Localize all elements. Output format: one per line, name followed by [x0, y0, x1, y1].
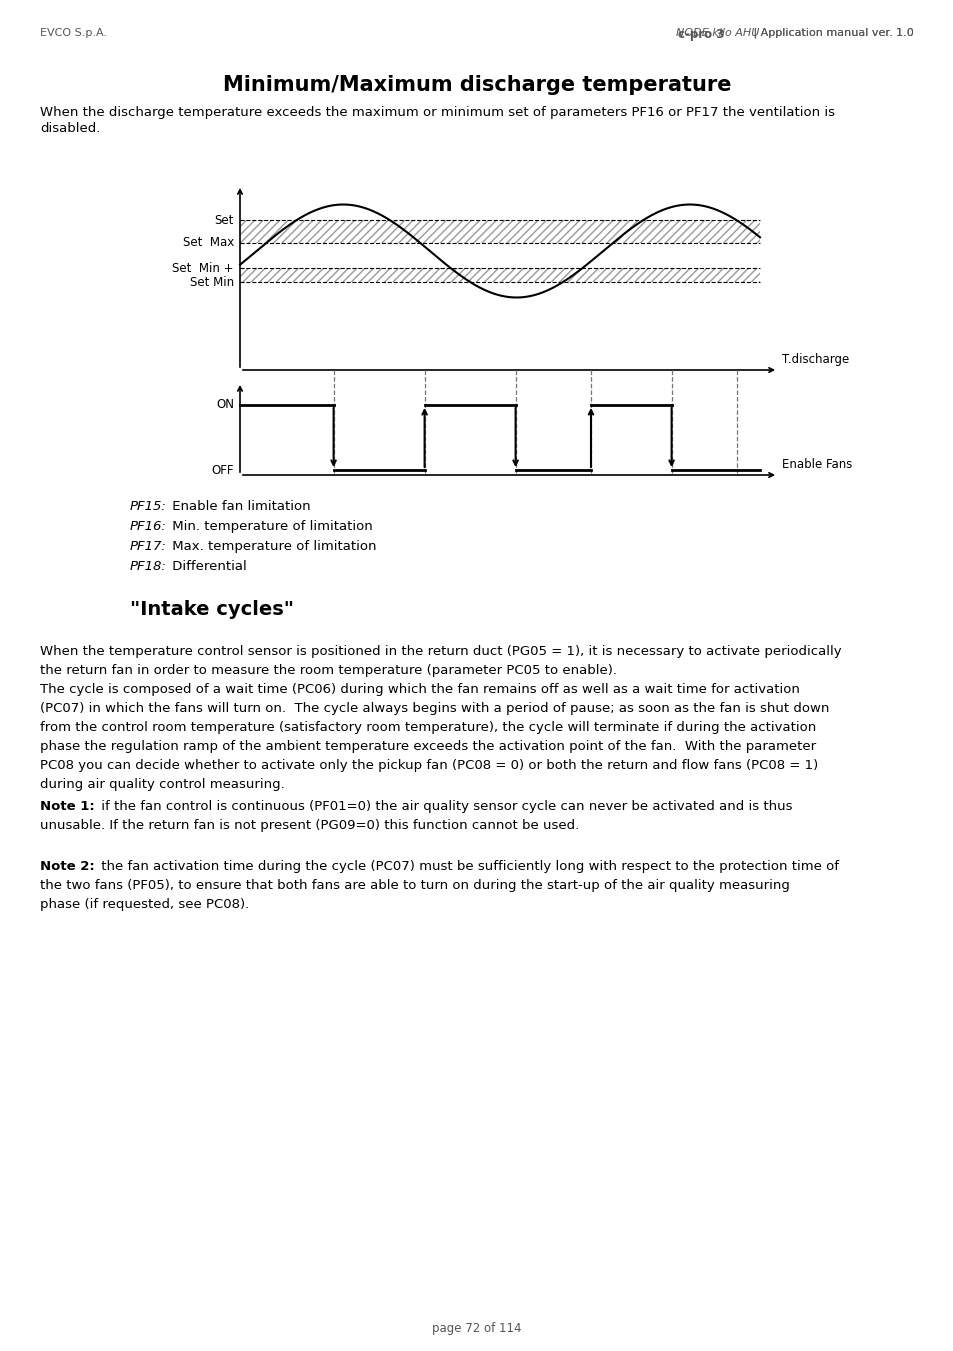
- Text: disabled.: disabled.: [40, 122, 100, 135]
- Text: OFF: OFF: [212, 463, 233, 477]
- Text: phase the regulation ramp of the ambient temperature exceeds the activation poin: phase the regulation ramp of the ambient…: [40, 740, 815, 753]
- Text: Set  Min +: Set Min +: [172, 262, 233, 274]
- Text: "Intake cycles": "Intake cycles": [130, 600, 294, 619]
- Text: Min. temperature of limitation: Min. temperature of limitation: [168, 520, 373, 534]
- Text: When the discharge temperature exceeds the maximum or minimum set of parameters : When the discharge temperature exceeds t…: [40, 105, 834, 119]
- Text: the two fans (PF05), to ensure that both fans are able to turn on during the sta: the two fans (PF05), to ensure that both…: [40, 880, 789, 892]
- Text: EVCO S.p.A.: EVCO S.p.A.: [40, 28, 107, 38]
- Text: Set: Set: [214, 213, 233, 227]
- Text: | Application manual ver. 1.0: | Application manual ver. 1.0: [749, 28, 913, 38]
- Text: Set  Max: Set Max: [183, 236, 233, 250]
- Text: PF16:: PF16:: [130, 520, 167, 534]
- Text: PC08 you can decide whether to activate only the pickup fan (PC08 = 0) or both t: PC08 you can decide whether to activate …: [40, 759, 818, 771]
- Text: | Application manual ver. 1.0: | Application manual ver. 1.0: [749, 28, 913, 38]
- Text: (PC07) in which the fans will turn on.  The cycle always begins with a period of: (PC07) in which the fans will turn on. T…: [40, 703, 828, 715]
- Text: unusable. If the return fan is not present (PG09=0) this function cannot be used: unusable. If the return fan is not prese…: [40, 819, 578, 832]
- Text: phase (if requested, see PC08).: phase (if requested, see PC08).: [40, 898, 249, 911]
- Text: T.discharge: T.discharge: [781, 354, 848, 366]
- Text: if the fan control is continuous (PF01=0) the air quality sensor cycle can never: if the fan control is continuous (PF01=0…: [97, 800, 792, 813]
- Text: Enable fan limitation: Enable fan limitation: [168, 500, 311, 513]
- Text: NODE kilo AHU: NODE kilo AHU: [675, 28, 759, 38]
- Text: during air quality control measuring.: during air quality control measuring.: [40, 778, 284, 790]
- Text: The cycle is composed of a wait time (PC06) during which the fan remains off as : The cycle is composed of a wait time (PC…: [40, 684, 799, 696]
- Text: Differential: Differential: [168, 561, 247, 573]
- Text: c-pro 3: c-pro 3: [677, 28, 723, 41]
- Text: When the temperature control sensor is positioned in the return duct (PG05 = 1),: When the temperature control sensor is p…: [40, 644, 841, 658]
- Text: page 72 of 114: page 72 of 114: [432, 1323, 521, 1335]
- Bar: [240, 220, 760, 243]
- Text: Note 2:: Note 2:: [40, 861, 94, 873]
- Text: Note 1:: Note 1:: [40, 800, 94, 813]
- Text: Set Min: Set Min: [190, 276, 233, 289]
- Text: PF17:: PF17:: [130, 540, 167, 553]
- Text: from the control room temperature (satisfactory room temperature), the cycle wil: from the control room temperature (satis…: [40, 721, 816, 734]
- Text: the fan activation time during the cycle (PC07) must be sufficiently long with r: the fan activation time during the cycle…: [97, 861, 838, 873]
- Text: Max. temperature of limitation: Max. temperature of limitation: [168, 540, 376, 553]
- Text: Minimum/Maximum discharge temperature: Minimum/Maximum discharge temperature: [222, 76, 731, 95]
- Text: PF15:: PF15:: [130, 500, 167, 513]
- Text: the return fan in order to measure the room temperature (parameter PC05 to enabl: the return fan in order to measure the r…: [40, 663, 617, 677]
- Bar: [240, 267, 760, 282]
- Text: ON: ON: [215, 399, 233, 412]
- Text: Enable Fans: Enable Fans: [781, 458, 851, 471]
- Text: PF18:: PF18:: [130, 561, 167, 573]
